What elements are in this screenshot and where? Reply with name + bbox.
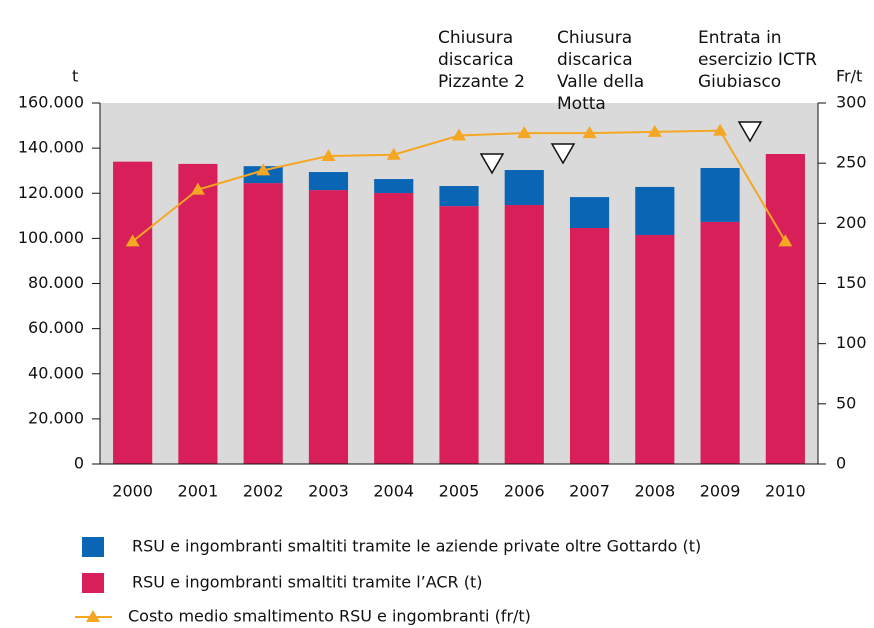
annotation: esercizio ICTR	[698, 50, 817, 70]
line-marker	[713, 123, 728, 136]
bar	[113, 161, 153, 464]
event-marker	[737, 121, 763, 143]
annotation: Pizzante 2	[438, 72, 525, 92]
annotation: Entrata in	[698, 28, 782, 48]
bar	[504, 204, 544, 465]
x-tick-label: 2010	[765, 482, 806, 501]
annotation: Chiusura	[438, 28, 513, 48]
line-marker	[647, 124, 662, 137]
bar	[504, 170, 544, 205]
line-marker	[517, 126, 532, 139]
x-tick-label: 2002	[243, 482, 284, 501]
y-tick-label: 0	[74, 454, 84, 473]
legend-swatch	[82, 573, 104, 593]
x-tick-label: 2007	[569, 482, 610, 501]
line-marker	[386, 147, 401, 160]
bar	[635, 234, 675, 464]
line-marker	[452, 128, 466, 141]
event-marker	[550, 143, 576, 165]
bar	[569, 227, 610, 464]
bar	[308, 190, 349, 464]
y2-tick-label: 200	[836, 213, 867, 232]
bar	[765, 153, 805, 464]
line-marker	[582, 126, 597, 139]
y2-tick-label: 100	[836, 333, 867, 352]
annotation: Chiusura	[557, 28, 632, 48]
y2-tick-label: 250	[836, 153, 867, 172]
bar	[635, 186, 675, 235]
annotation: Motta	[557, 94, 606, 114]
y2-tick-label: 300	[836, 93, 867, 112]
line-marker	[190, 182, 205, 195]
bar	[700, 167, 740, 222]
annotation: Valle della	[557, 72, 644, 92]
line-marker	[125, 234, 140, 247]
legend-label: RSU e ingombranti smaltiti tramite le az…	[132, 537, 701, 556]
y-tick-label: 100.000	[18, 228, 84, 247]
x-tick-label: 2006	[504, 482, 545, 501]
y-tick-label: 20.000	[28, 408, 84, 427]
bar	[374, 193, 414, 465]
x-tick-label: 2000	[112, 482, 153, 501]
y-tick-label: 160.000	[18, 93, 84, 112]
bar	[700, 221, 740, 464]
y-axis-title: t	[72, 67, 78, 86]
x-tick-label: 2008	[634, 482, 675, 501]
x-tick-label: 2005	[439, 482, 480, 501]
y2-tick-label: 50	[836, 393, 856, 412]
y-tick-label: 140.000	[18, 138, 84, 157]
legend-swatch	[82, 537, 104, 557]
x-tick-label: 2003	[308, 482, 349, 501]
x-tick-label: 2004	[373, 482, 414, 501]
y-tick-label: 60.000	[28, 318, 84, 337]
line-marker	[778, 234, 793, 247]
bar	[308, 172, 349, 191]
y2-tick-label: 150	[836, 273, 867, 292]
line-marker	[256, 163, 271, 176]
legend-label: Costo medio smaltimento RSU e ingombrant…	[128, 607, 531, 626]
bar	[439, 206, 479, 464]
annotation: discarica	[557, 50, 633, 70]
bar	[569, 197, 610, 228]
x-tick-label: 2001	[178, 482, 219, 501]
y-tick-label: 120.000	[18, 183, 84, 202]
bar	[243, 183, 283, 465]
x-tick-label: 2009	[700, 482, 741, 501]
bar	[374, 179, 414, 194]
y-tick-label: 40.000	[28, 363, 84, 382]
y2-tick-label: 0	[836, 454, 846, 473]
legend-swatch	[86, 610, 100, 622]
bar	[178, 163, 218, 464]
y2-axis-title: Fr/t	[836, 67, 862, 86]
legend-label: RSU e ingombranti smaltiti tramite l’ACR…	[132, 573, 483, 592]
line-marker	[321, 148, 336, 161]
event-marker	[479, 153, 505, 175]
annotation: Giubiasco	[698, 72, 781, 92]
bar	[439, 186, 479, 207]
y-tick-label: 80.000	[28, 273, 84, 292]
annotation: discarica	[438, 50, 514, 70]
